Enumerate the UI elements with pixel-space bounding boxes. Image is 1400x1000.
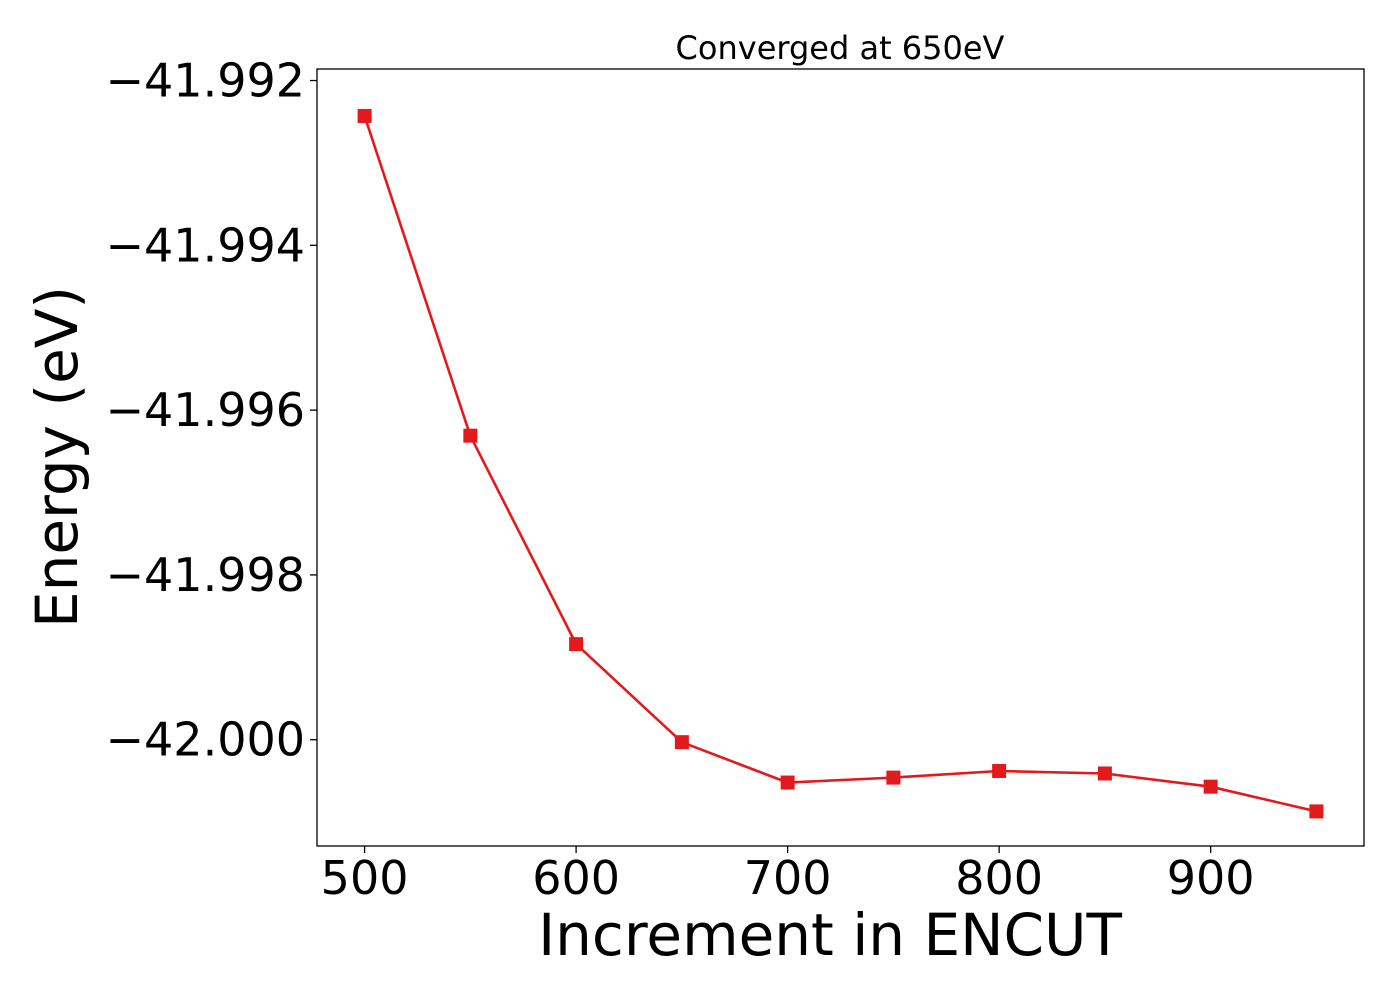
data-point-marker xyxy=(1309,804,1324,819)
x-tick-label: 700 xyxy=(744,851,832,905)
data-point-marker xyxy=(780,775,795,790)
data-point-marker xyxy=(1097,766,1112,781)
data-point-marker xyxy=(357,108,372,123)
plot-area xyxy=(316,68,1365,847)
chart-title: Converged at 650eV xyxy=(676,29,1005,67)
series-line xyxy=(363,115,1317,813)
data-point-marker xyxy=(463,428,478,443)
y-tick-label: −41.994 xyxy=(106,218,306,272)
x-axis-ticks: 500 600 700 800 900 xyxy=(321,846,1255,905)
data-point-marker xyxy=(992,764,1007,779)
x-tick-label: 800 xyxy=(955,851,1043,905)
data-point-marker xyxy=(674,735,689,750)
y-tick-label: −42.000 xyxy=(106,713,306,767)
data-point-marker xyxy=(569,637,584,652)
y-axis-ticks: −41.992 −41.994 −41.996 −41.998 −42.000 xyxy=(106,54,317,767)
x-tick-label: 900 xyxy=(1167,851,1255,905)
y-tick-label: −41.996 xyxy=(106,383,306,437)
data-point-marker xyxy=(1203,779,1218,794)
x-tick-label: 500 xyxy=(321,851,409,905)
x-axis-label: Increment in ENCUT xyxy=(538,901,1122,969)
y-tick-label: −41.992 xyxy=(106,54,306,108)
y-axis-label: Energy (eV) xyxy=(23,286,91,628)
series-layer xyxy=(357,108,1324,819)
x-tick-label: 600 xyxy=(532,851,620,905)
y-tick-label: −41.998 xyxy=(106,548,306,602)
data-point-marker xyxy=(886,770,901,785)
